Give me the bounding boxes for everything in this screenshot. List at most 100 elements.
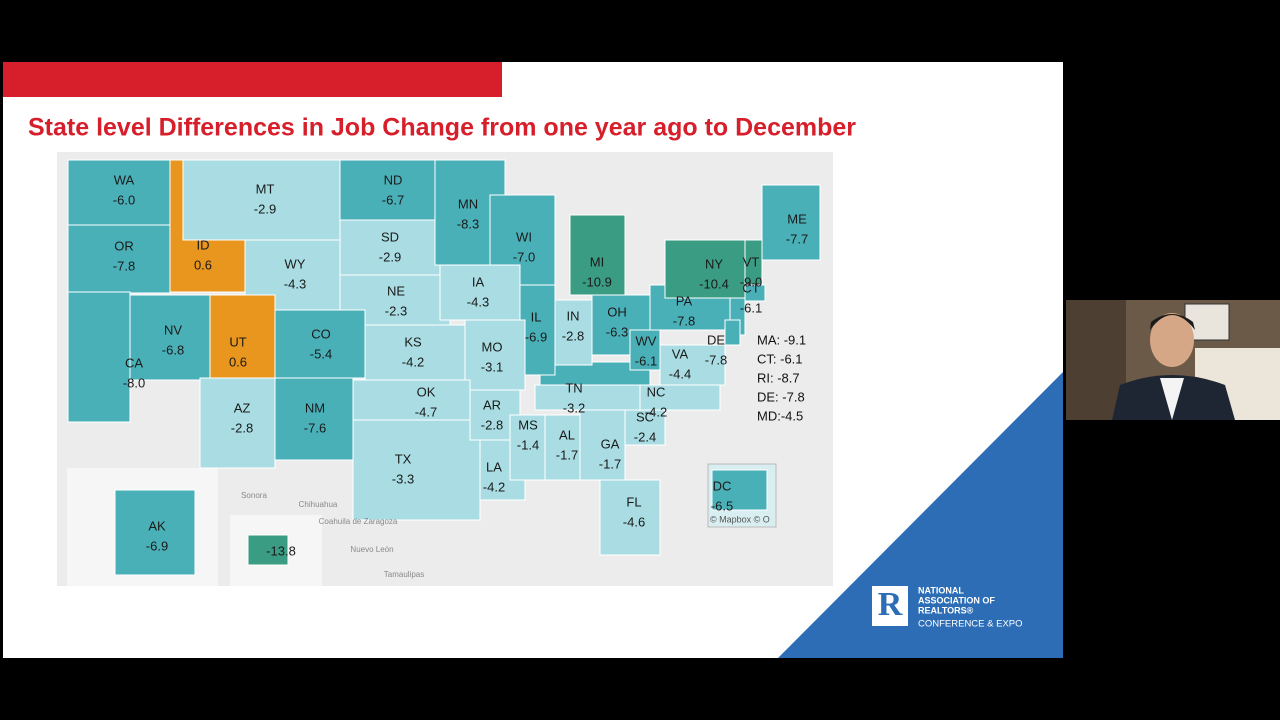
state-value: -3.2 — [563, 400, 585, 415]
state-region — [274, 377, 354, 461]
state-value: -4.4 — [669, 366, 691, 381]
state-region — [711, 469, 768, 511]
state-value: -4.2 — [483, 479, 505, 494]
state-region — [114, 489, 196, 576]
state-abbr: WA — [114, 172, 135, 187]
state-region — [67, 291, 131, 423]
state-abbr: DC — [713, 478, 732, 493]
state-value: 0.6 — [229, 354, 247, 369]
state-abbr: NM — [305, 400, 325, 415]
state-abbr: WI — [516, 229, 532, 244]
basemap-label: Chihuahua — [299, 500, 338, 509]
note: DE: -7.8 — [757, 389, 805, 404]
state-abbr: MI — [590, 254, 604, 269]
note: MD:-4.5 — [757, 408, 803, 423]
state-abbr: WV — [636, 333, 657, 348]
state-region — [352, 379, 471, 421]
state-value: -2.8 — [562, 328, 584, 343]
state-region — [364, 324, 466, 381]
state-abbr: AR — [483, 397, 501, 412]
state-region — [129, 294, 211, 381]
state-abbr: OK — [417, 384, 436, 399]
state-abbr: IA — [472, 274, 485, 289]
state-value: -10.4 — [699, 276, 729, 291]
state-abbr: AK — [148, 518, 166, 533]
state-abbr: FL — [626, 494, 641, 509]
state-abbr: VT — [743, 254, 760, 269]
state-value: -4.3 — [467, 294, 489, 309]
logo-text: REALTORS® — [918, 605, 974, 615]
state-abbr: ND — [384, 172, 403, 187]
basemap-label: Nuevo León — [350, 545, 393, 554]
note: MA: -9.1 — [757, 332, 806, 347]
state-abbr: NV — [164, 322, 182, 337]
state-region — [744, 284, 766, 302]
state-value: -10.9 — [582, 274, 612, 289]
note: RI: -8.7 — [757, 370, 800, 385]
state-value: -8.3 — [457, 216, 479, 231]
state-value: -6.1 — [635, 353, 657, 368]
state-value: -6.1 — [740, 300, 762, 315]
state-value: -6.9 — [525, 329, 547, 344]
logo-text: CONFERENCE & EXPO — [918, 619, 1023, 630]
state-value: -6.3 — [606, 324, 628, 339]
logo-text: NATIONAL — [918, 585, 964, 595]
state-region — [629, 329, 661, 371]
state-abbr: NE — [387, 283, 405, 298]
state-region — [664, 239, 746, 299]
state-abbr: DE — [707, 332, 725, 347]
state-value: -4.3 — [284, 276, 306, 291]
state-abbr: WY — [285, 256, 306, 271]
state-abbr: AL — [559, 427, 575, 442]
state-region — [67, 159, 171, 226]
state-abbr: ID — [197, 237, 210, 252]
state-layer: WA -6.0 OR -7.8 ID 0.6 MT -2.9 WY -4.3 ND -6.7 SD -2.… — [67, 159, 821, 576]
note: CT: -6.1 — [757, 351, 803, 366]
state-region — [67, 224, 171, 294]
state-value: -1.7 — [556, 447, 578, 462]
state-abbr: ME — [787, 211, 807, 226]
logo-mark — [872, 586, 908, 626]
state-region — [639, 384, 721, 411]
state-region — [544, 414, 581, 481]
state-value: -6.5 — [711, 498, 733, 513]
state-region — [199, 377, 276, 469]
state-abbr: LA — [486, 459, 502, 474]
state-value: -4.2 — [645, 404, 667, 419]
state-value: -6.0 — [113, 192, 135, 207]
state-abbr: CO — [311, 326, 331, 341]
basemap-label: Sonora — [241, 491, 267, 500]
state-abbr: IL — [531, 309, 542, 324]
attribution: © Mapbox © O — [710, 514, 770, 524]
red-bar — [3, 62, 502, 97]
state-value: -2.9 — [254, 201, 276, 216]
state-abbr: PA — [676, 293, 693, 308]
webcam-wall — [1066, 300, 1126, 420]
state-value: -7.7 — [786, 231, 808, 246]
state-value: -4.6 — [623, 514, 645, 529]
state-abbr: NY — [705, 256, 723, 271]
state-region — [182, 159, 341, 241]
state-abbr: CA — [125, 355, 143, 370]
blue-corner — [778, 372, 1063, 658]
state-abbr: TX — [395, 451, 412, 466]
state-value: -9.0 — [740, 274, 762, 289]
state-abbr: MN — [458, 196, 478, 211]
webcam-face — [1150, 313, 1194, 367]
state-value: -13.8 — [266, 543, 296, 558]
state-region — [534, 384, 641, 411]
basemap-label: Tamaulipas — [384, 570, 424, 579]
state-value: -2.9 — [379, 249, 401, 264]
state-abbr: MS — [518, 417, 538, 432]
state-value: -6.7 — [382, 192, 404, 207]
state-abbr: NC — [647, 384, 666, 399]
state-value: -6.8 — [162, 342, 184, 357]
state-abbr: SD — [381, 229, 399, 244]
state-value: -7.6 — [304, 420, 326, 435]
slide-title: State level Differences in Job Change fr… — [28, 114, 856, 142]
state-abbr: MO — [482, 339, 503, 354]
state-value: -7.8 — [705, 352, 727, 367]
state-value: -7.8 — [113, 258, 135, 273]
